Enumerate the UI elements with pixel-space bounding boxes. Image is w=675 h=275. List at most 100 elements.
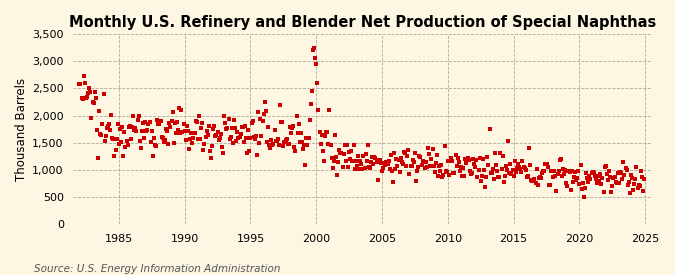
Point (165, 125, 176, 129)
Point (580, 186, 591, 191)
Point (92, 128, 103, 132)
Point (624, 191, 635, 195)
Point (408, 158, 418, 163)
Point (270, 139, 281, 144)
Point (552, 172, 563, 176)
Point (486, 171, 497, 175)
Point (90, 96, 101, 100)
Point (94, 109, 105, 114)
Point (194, 113, 205, 118)
Point (346, 149, 357, 153)
Point (313, 108, 324, 112)
Point (526, 177, 537, 182)
Point (97, 122, 108, 127)
Point (143, 122, 154, 126)
Point (385, 153, 396, 157)
Point (95, 132, 105, 136)
Point (558, 167, 568, 171)
Point (288, 124, 298, 128)
Point (366, 160, 377, 164)
Point (586, 171, 597, 176)
Point (229, 117, 240, 122)
Point (601, 172, 612, 176)
Point (443, 173, 454, 177)
Point (524, 163, 535, 167)
Point (303, 136, 314, 140)
Point (378, 166, 389, 170)
Point (112, 122, 123, 126)
Point (383, 159, 394, 163)
Point (471, 158, 482, 163)
Point (379, 161, 389, 165)
Point (545, 169, 556, 174)
Point (424, 152, 435, 156)
Point (211, 133, 222, 137)
Point (321, 130, 331, 134)
Point (284, 141, 294, 146)
Point (157, 136, 168, 141)
Point (564, 170, 575, 174)
Point (473, 168, 484, 172)
Point (222, 125, 233, 130)
Point (422, 165, 433, 170)
Point (480, 185, 491, 190)
Point (207, 144, 217, 148)
Point (437, 175, 448, 179)
Point (241, 135, 252, 140)
Point (335, 151, 346, 155)
Point (103, 124, 113, 129)
Point (496, 167, 507, 172)
Point (213, 138, 224, 142)
Point (516, 169, 526, 174)
Point (279, 140, 290, 145)
Point (629, 182, 640, 186)
Point (320, 133, 331, 138)
Point (151, 144, 161, 148)
Point (438, 172, 449, 177)
Point (191, 120, 202, 124)
Point (197, 120, 208, 125)
Point (626, 173, 637, 177)
Point (607, 183, 618, 188)
Point (92, 156, 103, 160)
Point (571, 178, 582, 182)
Point (369, 155, 380, 159)
Point (296, 140, 307, 145)
Point (387, 180, 398, 184)
Point (503, 138, 514, 143)
Point (624, 180, 634, 184)
Point (519, 166, 530, 170)
Point (622, 183, 633, 187)
Point (477, 157, 488, 161)
Point (356, 162, 367, 166)
Point (494, 175, 505, 180)
Point (265, 146, 275, 150)
Point (101, 126, 112, 131)
Point (531, 167, 542, 171)
Point (185, 136, 196, 141)
Point (186, 131, 196, 135)
Point (468, 162, 479, 167)
Point (340, 159, 351, 164)
Point (87, 100, 98, 104)
Point (315, 141, 326, 146)
Point (489, 177, 500, 182)
Point (182, 124, 192, 128)
Point (413, 165, 424, 170)
Point (273, 143, 284, 148)
Point (634, 184, 645, 188)
Point (628, 188, 639, 192)
Point (192, 137, 203, 141)
Point (311, 62, 322, 66)
Point (167, 110, 178, 114)
Point (393, 158, 404, 162)
Point (349, 167, 360, 171)
Point (373, 158, 384, 162)
Point (140, 119, 151, 124)
Point (565, 188, 576, 192)
Point (603, 178, 614, 182)
Point (584, 174, 595, 178)
Point (630, 177, 641, 181)
Point (460, 157, 470, 161)
Point (633, 183, 644, 187)
